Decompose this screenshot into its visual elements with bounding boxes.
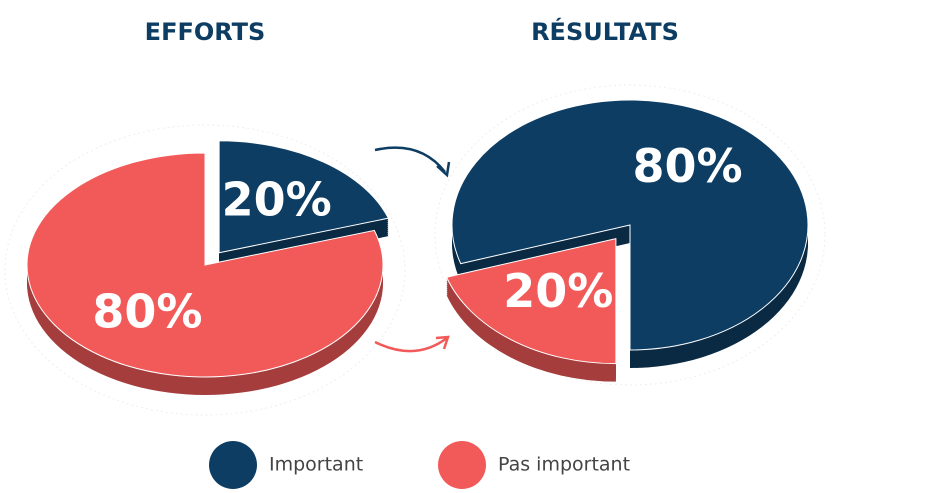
value-label: 20% xyxy=(503,264,613,318)
value-label: 20% xyxy=(222,172,332,226)
legend-swatch xyxy=(209,441,257,489)
slice xyxy=(451,99,809,351)
slice xyxy=(218,140,390,254)
arrow xyxy=(374,336,448,353)
pie-title: RÉSULTATS xyxy=(531,17,679,46)
arrow xyxy=(374,146,446,173)
pie-title: EFFORTS xyxy=(145,18,266,46)
legend-label: Pas important xyxy=(498,454,630,476)
slice xyxy=(445,238,617,365)
value-label: 80% xyxy=(92,284,202,338)
slice xyxy=(26,152,384,378)
legend-swatch xyxy=(438,441,486,489)
arrow-head xyxy=(436,161,451,178)
arrow-head xyxy=(435,335,450,350)
backdrop-ring xyxy=(4,124,406,416)
legend-label: Important xyxy=(269,454,363,476)
backdrop-ring xyxy=(434,84,826,386)
value-label: 80% xyxy=(632,139,742,193)
